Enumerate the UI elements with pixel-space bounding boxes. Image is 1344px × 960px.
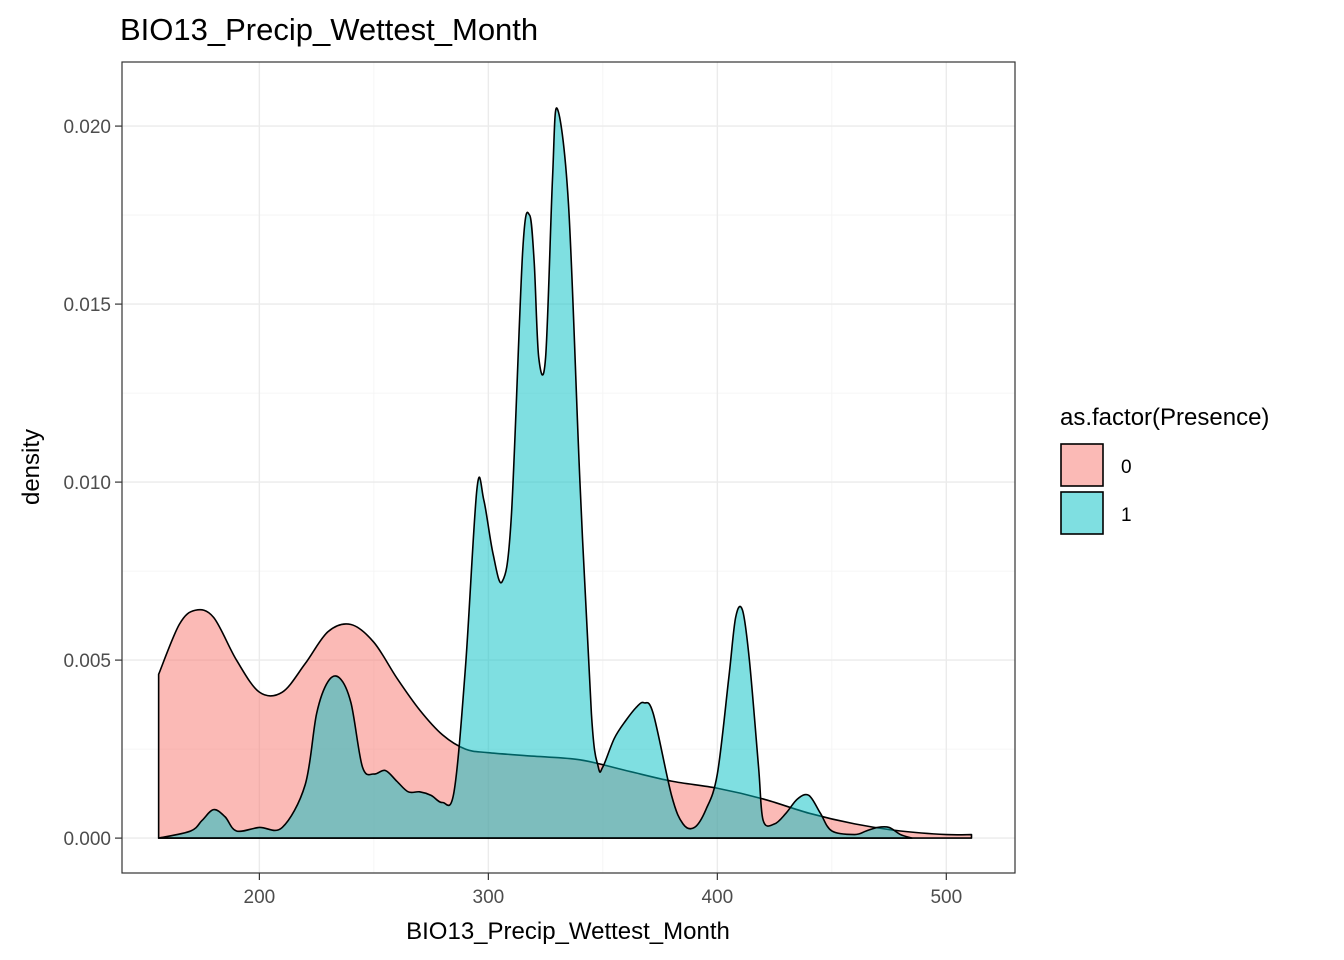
y-axis-title: density [18, 429, 45, 505]
chart-title: BIO13_Precip_Wettest_Month [120, 12, 538, 47]
y-tick-label: 0.020 [63, 117, 111, 138]
legend: as.factor(Presence) 01 [1060, 404, 1269, 535]
legend-label-0: 0 [1121, 457, 1132, 478]
density-area-1 [157, 107, 913, 839]
x-axis-title: BIO13_Precip_Wettest_Month [406, 918, 730, 945]
legend-key-1 [1060, 491, 1104, 535]
panel-border [121, 61, 1016, 874]
x-tick-label: 500 [930, 887, 962, 908]
density-areas [157, 107, 973, 839]
legend-title: as.factor(Presence) [1060, 404, 1269, 431]
x-axis: 200 300 400 500 [244, 873, 962, 908]
x-tick-label: 300 [473, 887, 505, 908]
legend-key-0 [1060, 443, 1104, 487]
y-tick-label: 0.000 [63, 829, 111, 850]
y-axis: 0.000 0.005 0.010 0.015 0.020 [63, 117, 122, 850]
y-tick-label: 0.010 [63, 473, 111, 494]
legend-label-1: 1 [1121, 505, 1132, 526]
y-tick-label: 0.005 [63, 651, 111, 672]
y-tick-label: 0.015 [63, 295, 111, 316]
x-tick-label: 200 [244, 887, 276, 908]
x-tick-label: 400 [701, 887, 733, 908]
legend-items: 01 [1060, 443, 1132, 535]
